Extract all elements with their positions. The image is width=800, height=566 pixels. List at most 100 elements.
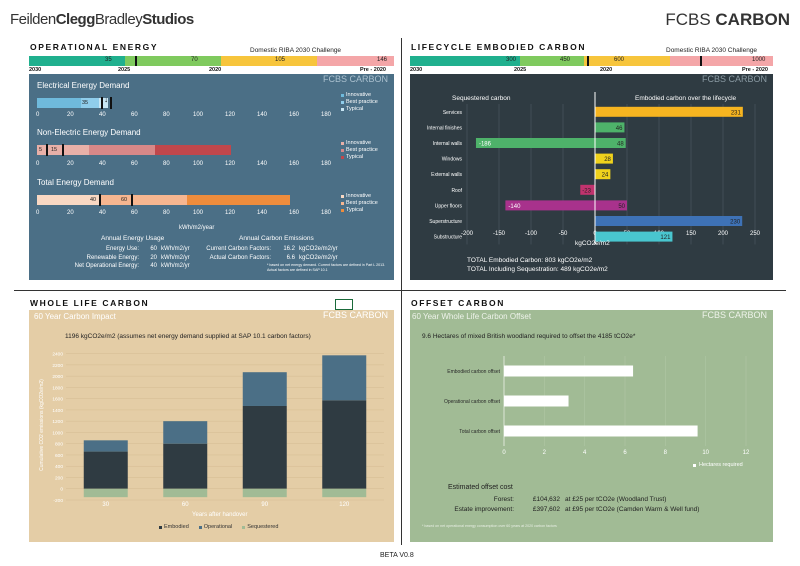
embodied-bar — [242, 405, 287, 489]
axis-tick: 120 — [225, 161, 236, 167]
data-label: 46 — [616, 126, 623, 132]
usage-row: Energy Use: 60 kWh/m2/yr — [39, 245, 219, 254]
operational-energy-panel: FCBS CARBON Electrical Energy Demand 35 … — [29, 74, 394, 280]
operational-challenge-label: Domestic RIBA 2030 Challenge — [250, 47, 342, 54]
sequestered-heading: Sequestered carbon — [452, 95, 511, 102]
wholelife-legend: Embodied Operational Sequestered — [159, 524, 278, 530]
emissions-label: Current Carbon Factors: — [206, 246, 271, 252]
legend-label: Best practice — [346, 99, 378, 105]
nonelectric-bar-best — [37, 145, 155, 155]
operational-riba-scale: 35 70 105 146 — [29, 56, 394, 66]
sequestered-bar — [505, 200, 595, 211]
sequestered-label: -186 — [479, 142, 492, 148]
axis-tick: 0 — [36, 161, 40, 167]
cost-row: Forest: £104,632 at £25 per tCO2e (Woodlan… — [422, 495, 699, 505]
lifecycle-challenge-label: Domestic RIBA 2030 Challenge — [666, 47, 758, 54]
offset-bar — [504, 395, 569, 407]
x-tick-label: -200 — [461, 231, 474, 237]
wholelife-xlabel: Years after handover — [192, 512, 248, 518]
axis-tick: 180 — [321, 161, 332, 167]
offset-panel: 60 Year Whole Life Carbon Offset FCBS CA… — [410, 310, 773, 542]
scale-year: 2020 — [209, 67, 222, 73]
wholelife-panel-title: 60 Year Carbon Impact — [34, 312, 116, 321]
total-bar-best — [37, 195, 187, 205]
embodied-bar — [163, 443, 208, 489]
total-chart-title: Total Energy Demand — [37, 178, 114, 187]
legend-item: Typical — [341, 106, 378, 113]
scale-value: 450 — [560, 57, 571, 63]
axis-tick: 40 — [99, 112, 106, 118]
scale-segment-pink — [317, 56, 394, 66]
cost-label: Forest: — [493, 496, 514, 503]
y-tick-label: 200 — [55, 475, 63, 481]
emissions-row: Current Carbon Factors: 16.2 kgCO2e/m2/yr — [189, 245, 394, 254]
electrical-value-label: 35 — [82, 100, 89, 106]
category-label: Internal finishes — [427, 125, 463, 131]
selection-box-icon — [335, 299, 353, 310]
emissions-label: Actual Carbon Factors: — [209, 254, 271, 261]
legend-item: Innovative — [341, 92, 378, 99]
legend-item: Innovative — [341, 140, 378, 147]
scale-segment-pink — [670, 56, 773, 66]
scale-value: 35 — [105, 57, 112, 63]
sequestered-label: -140 — [508, 204, 521, 210]
offset-section-title: OFFSET CARBON — [411, 298, 505, 308]
operational-section-title: OPERATIONAL ENERGY — [30, 42, 159, 52]
usage-unit: kWh/m2/yr — [161, 246, 190, 252]
category-label: Services — [443, 110, 463, 116]
x-tick-label: -50 — [559, 231, 568, 237]
scale-segment-teal — [410, 56, 520, 66]
lifecycle-bar-chart: -200-150-100-50050100150200250Services23… — [427, 92, 761, 245]
category-label: Operational carbon offset — [444, 399, 501, 405]
scale-year: 2025 — [118, 67, 131, 73]
wholelife-panel: 60 Year Carbon Impact FCBS CARBON 1196 k… — [29, 310, 394, 542]
embodied-bar — [595, 200, 627, 211]
axis-tick: 180 — [321, 112, 332, 118]
scale-value: 1000 — [752, 57, 766, 63]
axis-tick: 40 — [99, 161, 106, 167]
nonelectric-legend: Innovative Best practice Typical — [341, 140, 378, 161]
sequestered-bar — [580, 184, 595, 195]
sequestered-bar — [163, 488, 208, 498]
axis-tick: 180 — [321, 210, 332, 216]
usage-value: 20 — [150, 254, 157, 261]
axis-tick: 100 — [193, 112, 204, 118]
operational-bar — [83, 440, 128, 452]
category-label: Substructure — [434, 235, 463, 241]
scale-segment-yellow — [221, 56, 317, 66]
category-label: External walls — [431, 172, 462, 178]
scale-year: 2025 — [514, 67, 527, 73]
offset-bar-chart: 0 2 4 6 8 10 12 Embodied carbon offset Operation… — [444, 356, 750, 456]
operational-bar — [322, 355, 367, 401]
axis-tick: 160 — [289, 210, 300, 216]
legend-item: Best practice — [341, 99, 378, 106]
axis-row: 0 20 40 60 80 100 120 140 160 180 — [36, 112, 337, 120]
axis-tick: 100 — [193, 210, 204, 216]
legend-item: Typical — [341, 154, 378, 161]
x-tick-label: 4 — [583, 450, 587, 456]
embodied-bar — [322, 400, 367, 489]
y-tick-label: 1400 — [52, 408, 63, 414]
y-tick-label: 0 — [60, 487, 63, 493]
axis-tick: 20 — [67, 161, 74, 167]
category-label: Embodied carbon offset — [447, 369, 500, 375]
electrical-bar-innovative — [37, 98, 81, 108]
scale-segment-green — [520, 56, 584, 66]
category-label: Roof — [451, 188, 462, 194]
y-tick-label: 400 — [55, 464, 63, 470]
lifecycle-total: TOTAL Embodied Carbon: 803 kgCO2e/m2 — [467, 257, 593, 264]
axis-tick: 100 — [193, 161, 204, 167]
usage-label: Net Operational Energy: — [74, 263, 139, 269]
y-tick-label: 2200 — [52, 363, 63, 369]
x-tick-label: 120 — [339, 502, 350, 508]
axis-row: 0 20 40 60 80 100 120 140 160 180 — [36, 210, 337, 218]
fcbs-carbon-logo: FCBS CARBON — [665, 10, 790, 30]
offset-panel-title: 60 Year Whole Life Carbon Offset — [412, 312, 532, 321]
axis-tick: 0 — [36, 210, 40, 216]
embodied-bar — [595, 138, 626, 148]
sequestered-bar — [322, 488, 367, 498]
usage-table: Energy Use: 60 kWh/m2/yr Renewable Energy:… — [39, 245, 219, 271]
category-label: Total carbon offset — [459, 429, 500, 435]
legend-item: Sequestered — [242, 524, 278, 530]
offset-cost-title: Estimated offset cost — [448, 484, 513, 491]
